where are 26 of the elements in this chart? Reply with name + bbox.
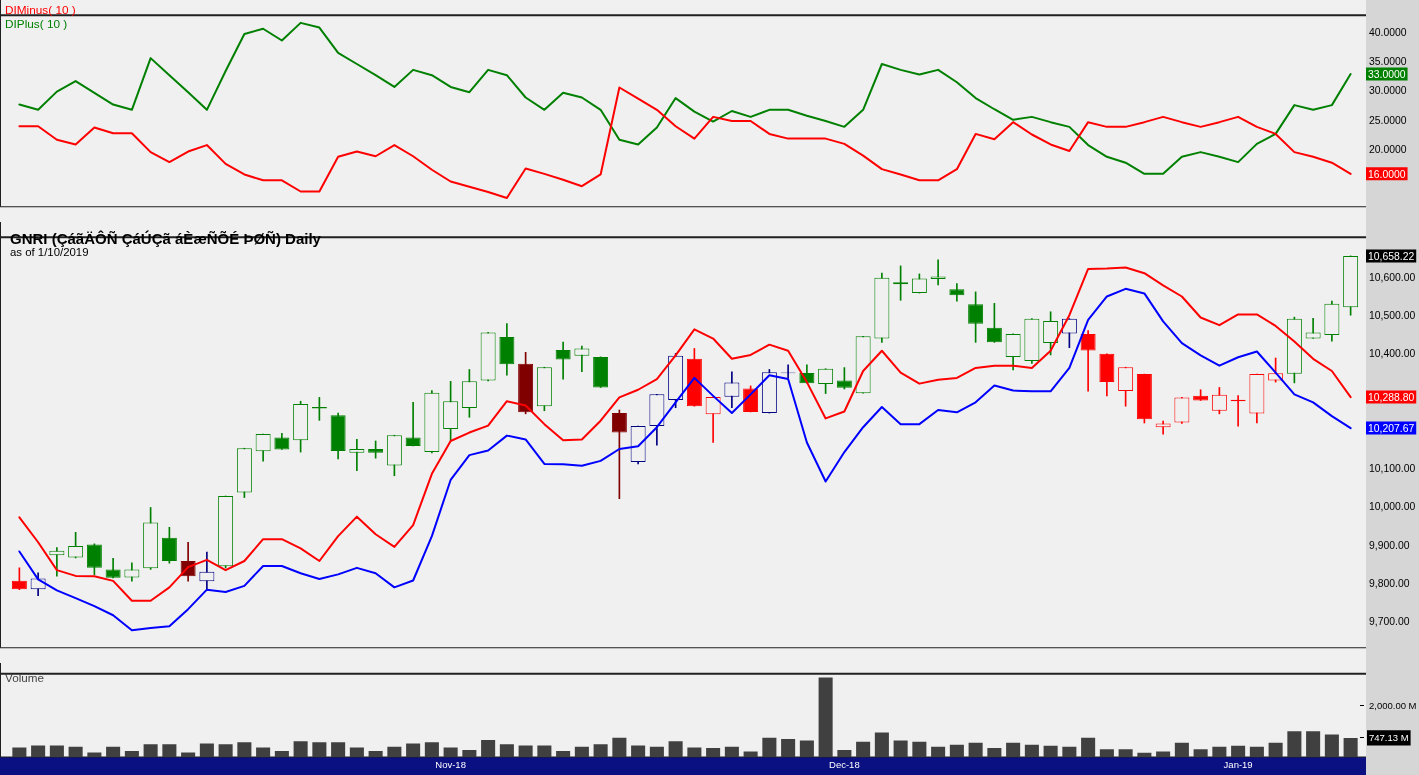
y-tick-label: 40.0000 <box>1369 26 1407 38</box>
y-tick-label: 20.0000 <box>1369 144 1407 156</box>
y-tick-label: 9,900.00 <box>1369 539 1410 551</box>
x-tick-label: Jan-19 <box>1223 759 1253 771</box>
text: 10,658.22 <box>1368 250 1415 262</box>
y-tick-label: 9,700.00 <box>1369 616 1410 628</box>
text: DIMinus( 10 ) <box>5 3 76 17</box>
y-tick-label: 25.0000 <box>1369 114 1407 126</box>
x-tick-label: Dec-18 <box>829 759 860 771</box>
data-label: 16.0000 <box>1368 168 1406 180</box>
y-tick-label: 9,800.00 <box>1369 577 1410 589</box>
data-label: 33.0000 <box>1368 68 1406 80</box>
y-tick-label: 2,000.00 M <box>1369 699 1417 711</box>
data-label: 10,207.67 <box>1368 422 1415 434</box>
y-tick-label: 35.0000 <box>1369 56 1407 68</box>
text: DIPlus( 10 ) <box>5 17 69 31</box>
y-tick-label: 30.0000 <box>1369 85 1407 97</box>
y-tick-label: 10,400.00 <box>1369 348 1416 360</box>
chart-title: Volume <box>5 671 44 685</box>
x-tick-label: Nov-18 <box>435 759 466 771</box>
y-tick-label: 10,500.00 <box>1369 310 1416 322</box>
y-tick-label: 747.13 M <box>1369 731 1409 743</box>
y-tick-label: 10,100.00 <box>1369 463 1416 475</box>
data-label: 10,288.80 <box>1368 391 1415 403</box>
y-tick-label: 10,000.00 <box>1369 501 1416 513</box>
y-tick-label: 10,600.00 <box>1369 272 1416 283</box>
